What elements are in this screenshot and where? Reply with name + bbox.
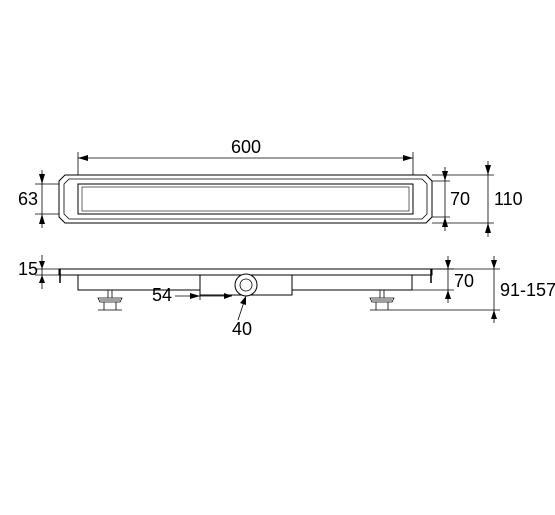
topview-outer-flange bbox=[59, 175, 432, 223]
dim-91-label: 91-157 bbox=[500, 280, 555, 300]
dim-600-label: 600 bbox=[231, 137, 261, 157]
side-body-left bbox=[78, 275, 200, 290]
topview-inner-chamfer bbox=[64, 179, 427, 219]
arrow-110-top bbox=[485, 165, 491, 175]
arrow-15-top bbox=[39, 261, 45, 269]
arrow-70s-bot bbox=[445, 290, 451, 299]
dim-70t-label: 70 bbox=[450, 189, 470, 209]
side-body-right bbox=[292, 275, 412, 290]
arrow-91-bot bbox=[491, 310, 497, 319]
side-foot-left bbox=[98, 290, 122, 310]
arrow-110-bot bbox=[485, 223, 491, 233]
dim-110-label: 110 bbox=[494, 189, 523, 209]
arrow-54-left bbox=[190, 293, 200, 299]
dim-15-label: 15 bbox=[18, 259, 38, 279]
arrow-63-bot bbox=[39, 214, 45, 224]
dim-40-label: 40 bbox=[232, 319, 252, 339]
topview-slot-inset bbox=[82, 187, 409, 211]
arrow-63-top bbox=[39, 174, 45, 184]
arrow-54-right bbox=[224, 293, 232, 299]
dimension-drawing: 600 63 70 110 bbox=[0, 0, 555, 515]
arrow-40 bbox=[240, 296, 246, 305]
side-outlet-circle bbox=[235, 274, 257, 296]
arrow-70s-top bbox=[445, 260, 451, 269]
arrow-600-left bbox=[78, 155, 88, 161]
arrow-70t-top bbox=[442, 171, 448, 181]
dim-54-label: 54 bbox=[152, 285, 172, 305]
arrow-91-top bbox=[491, 260, 497, 269]
arrow-70t-bot bbox=[442, 217, 448, 227]
arrow-15-bot bbox=[39, 275, 45, 283]
topview-inner-slot bbox=[78, 184, 413, 214]
dim-70s-label: 70 bbox=[454, 271, 474, 291]
side-foot-right bbox=[370, 290, 394, 310]
arrow-600-right bbox=[403, 155, 413, 161]
dim-63-label: 63 bbox=[18, 189, 38, 209]
